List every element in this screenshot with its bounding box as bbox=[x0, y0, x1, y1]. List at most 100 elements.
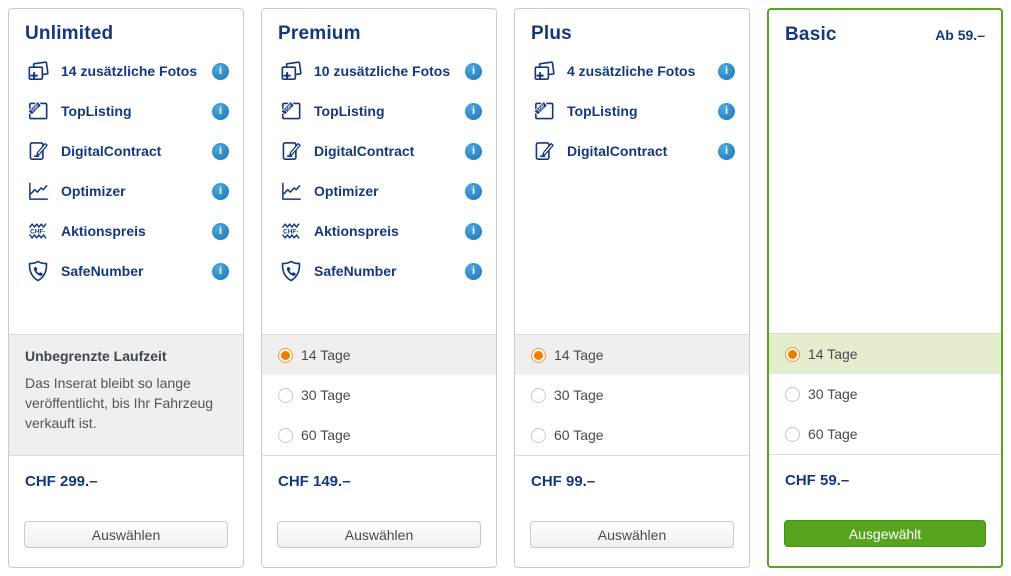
spacer bbox=[515, 171, 749, 334]
button-area: Auswählen bbox=[515, 521, 749, 567]
info-icon[interactable]: i bbox=[465, 182, 482, 200]
radio-button[interactable] bbox=[278, 387, 293, 403]
svg-text:CHF·: CHF· bbox=[30, 228, 46, 235]
info-icon[interactable]: i bbox=[212, 222, 229, 240]
select-button-plus[interactable]: Auswählen bbox=[530, 521, 734, 548]
feature-label: DigitalContract bbox=[61, 143, 162, 159]
feature-label: Aktionspreis bbox=[61, 223, 146, 239]
price-section: CHF 299.– bbox=[9, 455, 243, 521]
svg-text:CHF·: CHF· bbox=[283, 228, 299, 235]
info-icon[interactable]: i bbox=[465, 222, 482, 240]
feature-row: DigitalContract i bbox=[531, 131, 735, 171]
feature-label: TopListing bbox=[314, 103, 385, 119]
plan-title: Basic bbox=[785, 24, 837, 45]
duration-option-30-tage[interactable]: 30 Tage bbox=[515, 375, 749, 415]
price-section: CHF 59.– bbox=[769, 454, 1001, 520]
feature-label: Aktionspreis bbox=[314, 223, 399, 239]
duration-option-60-tage[interactable]: 60 Tage bbox=[262, 415, 496, 455]
info-icon[interactable]: i bbox=[465, 102, 482, 120]
price-section: CHF 149.– bbox=[262, 455, 496, 521]
runtime-info-title: Unbegrenzte Laufzeit bbox=[25, 348, 167, 364]
info-icon[interactable]: i bbox=[212, 182, 229, 200]
feature-row: CHF· Aktionspreis i bbox=[25, 211, 229, 251]
plan-header-price: Ab 59.– bbox=[935, 27, 985, 43]
spacer bbox=[769, 52, 1001, 333]
photos-icon bbox=[531, 58, 557, 84]
duration-option-14-tage[interactable]: 14 Tage bbox=[262, 335, 496, 375]
plan-title: Unlimited bbox=[25, 23, 114, 44]
features-list: 10 zusätzliche Fotos i TOP TopListing i Digit… bbox=[262, 51, 496, 291]
info-icon[interactable]: i bbox=[718, 62, 735, 80]
card-header: Basic Ab 59.– bbox=[769, 10, 1001, 52]
radio-button[interactable] bbox=[785, 346, 800, 362]
feature-row: Optimizer i bbox=[278, 171, 482, 211]
digitalcontract-icon bbox=[278, 138, 304, 164]
radio-button[interactable] bbox=[785, 386, 800, 402]
info-icon[interactable]: i bbox=[212, 142, 229, 160]
features-list: 4 zusätzliche Fotos i TOP TopListing i Digita… bbox=[515, 51, 749, 171]
duration-option-60-tage[interactable]: 60 Tage bbox=[515, 415, 749, 455]
feature-label: 10 zusätzliche Fotos bbox=[314, 63, 451, 79]
runtime-section: 14 Tage 30 Tage 60 Tage bbox=[262, 334, 496, 455]
radio-button[interactable] bbox=[531, 427, 546, 443]
safenumber-icon bbox=[278, 258, 304, 284]
select-button-basic[interactable]: Ausgewählt bbox=[784, 520, 986, 547]
features-list: 14 zusätzliche Fotos i TOP TopListing i Digit… bbox=[9, 51, 243, 291]
safenumber-icon bbox=[25, 258, 51, 284]
runtime-section: 14 Tage 30 Tage 60 Tage bbox=[769, 333, 1001, 454]
info-icon[interactable]: i bbox=[718, 102, 735, 120]
feature-label: SafeNumber bbox=[314, 263, 397, 279]
plan-card-unlimited: Unlimited 14 zusätzliche Fotos i TOP TopLis… bbox=[8, 8, 244, 568]
radio-button[interactable] bbox=[531, 387, 546, 403]
card-header: Plus bbox=[515, 9, 749, 51]
duration-option-30-tage[interactable]: 30 Tage bbox=[769, 374, 1001, 414]
info-icon[interactable]: i bbox=[718, 142, 735, 160]
info-icon[interactable]: i bbox=[212, 62, 229, 80]
info-icon[interactable]: i bbox=[465, 142, 482, 160]
feature-row: DigitalContract i bbox=[25, 131, 229, 171]
radio-button[interactable] bbox=[278, 347, 293, 363]
radio-button[interactable] bbox=[531, 347, 546, 363]
select-button-premium[interactable]: Auswählen bbox=[277, 521, 481, 548]
card-header: Unlimited bbox=[9, 9, 243, 51]
duration-label: 14 Tage bbox=[301, 347, 351, 363]
feature-row: 4 zusätzliche Fotos i bbox=[531, 51, 735, 91]
duration-label: 14 Tage bbox=[808, 346, 858, 362]
duration-option-14-tage[interactable]: 14 Tage bbox=[769, 334, 1001, 374]
radio-button[interactable] bbox=[785, 426, 800, 442]
feature-label: SafeNumber bbox=[61, 263, 144, 279]
spacer bbox=[262, 291, 496, 334]
feature-row: CHF· Aktionspreis i bbox=[278, 211, 482, 251]
duration-label: 60 Tage bbox=[301, 427, 351, 443]
svg-text:TOP: TOP bbox=[536, 103, 546, 113]
toplisting-icon: TOP bbox=[531, 98, 557, 124]
feature-label: DigitalContract bbox=[314, 143, 415, 159]
feature-row: SafeNumber i bbox=[25, 251, 229, 291]
duration-option-60-tage[interactable]: 60 Tage bbox=[769, 414, 1001, 454]
optimizer-icon bbox=[278, 178, 304, 204]
plan-card-premium: Premium 10 zusätzliche Fotos i TOP TopListi… bbox=[261, 8, 497, 568]
feature-row: TOP TopListing i bbox=[25, 91, 229, 131]
duration-label: 60 Tage bbox=[808, 426, 858, 442]
plan-card-basic: Basic Ab 59.– 14 Tage 30 Tage 60 Tage CHF … bbox=[767, 8, 1003, 568]
feature-label: Optimizer bbox=[314, 183, 379, 199]
toplisting-icon: TOP bbox=[25, 98, 51, 124]
plan-card-plus: Plus 4 zusätzliche Fotos i TOP TopListing i D… bbox=[514, 8, 750, 568]
select-button-unlimited[interactable]: Auswählen bbox=[24, 521, 228, 548]
duration-option-30-tage[interactable]: 30 Tage bbox=[262, 375, 496, 415]
info-icon[interactable]: i bbox=[212, 102, 229, 120]
feature-label: TopListing bbox=[567, 103, 638, 119]
svg-text:TOP: TOP bbox=[30, 103, 40, 113]
radio-button[interactable] bbox=[278, 427, 293, 443]
aktionspreis-icon: CHF· bbox=[25, 218, 51, 244]
runtime-info-description: Das Inserat bleibt so lange veröffentlic… bbox=[25, 375, 214, 431]
button-area: Ausgewählt bbox=[769, 520, 1001, 566]
duration-option-14-tage[interactable]: 14 Tage bbox=[515, 335, 749, 375]
photos-icon bbox=[278, 58, 304, 84]
info-icon[interactable]: i bbox=[212, 262, 229, 280]
info-icon[interactable]: i bbox=[465, 62, 482, 80]
feature-label: TopListing bbox=[61, 103, 132, 119]
duration-label: 30 Tage bbox=[554, 387, 604, 403]
info-icon[interactable]: i bbox=[465, 262, 482, 280]
